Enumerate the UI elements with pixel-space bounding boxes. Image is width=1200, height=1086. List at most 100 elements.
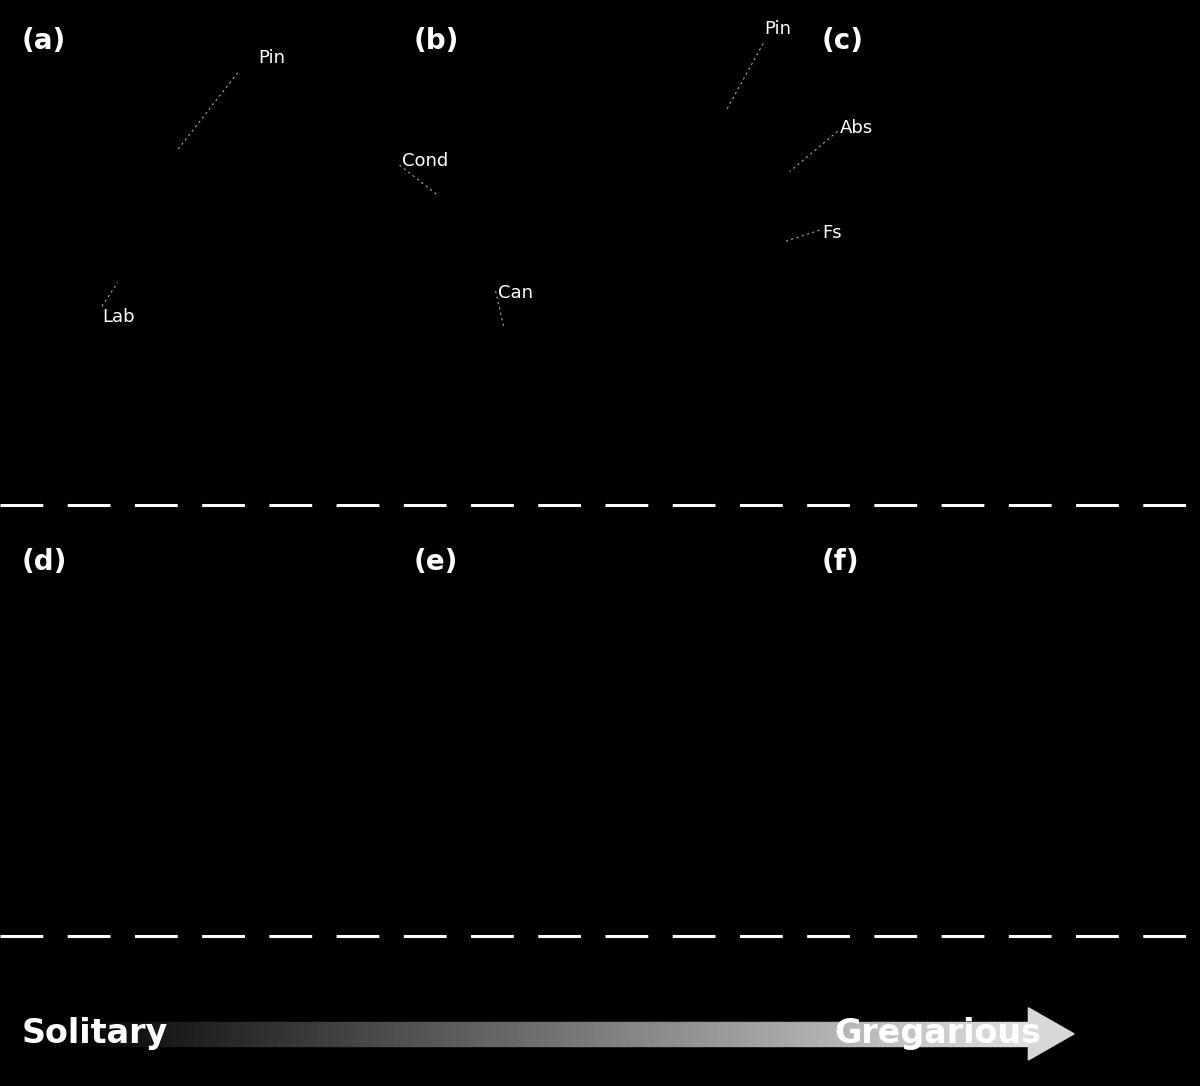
Bar bbox=[1014, 1022, 1019, 1046]
Bar bbox=[376, 1022, 382, 1046]
Bar bbox=[108, 1022, 113, 1046]
Bar bbox=[546, 1022, 552, 1046]
Text: (a): (a) bbox=[22, 27, 66, 55]
Bar bbox=[614, 1022, 619, 1046]
Bar bbox=[293, 1022, 298, 1046]
Bar bbox=[926, 1022, 931, 1046]
Text: Pin: Pin bbox=[764, 20, 792, 38]
Bar bbox=[331, 1022, 337, 1046]
Bar bbox=[449, 1022, 454, 1046]
Bar bbox=[575, 1022, 581, 1046]
Bar bbox=[936, 1022, 941, 1046]
Bar bbox=[482, 1022, 488, 1046]
Bar bbox=[922, 1022, 926, 1046]
Bar bbox=[756, 1022, 761, 1046]
Bar bbox=[137, 1022, 143, 1046]
Bar bbox=[770, 1022, 775, 1046]
Bar bbox=[322, 1022, 328, 1046]
Bar bbox=[473, 1022, 479, 1046]
Bar bbox=[434, 1022, 439, 1046]
Text: (c): (c) bbox=[822, 27, 864, 55]
Bar bbox=[746, 1022, 751, 1046]
Bar bbox=[366, 1022, 371, 1046]
Bar bbox=[224, 1022, 230, 1046]
Text: Solitary: Solitary bbox=[22, 1018, 168, 1050]
Bar bbox=[64, 1022, 70, 1046]
Bar bbox=[191, 1022, 196, 1046]
Bar bbox=[118, 1022, 122, 1046]
Bar bbox=[775, 1022, 780, 1046]
Bar bbox=[1024, 1022, 1030, 1046]
Bar bbox=[259, 1022, 264, 1046]
Bar bbox=[678, 1022, 683, 1046]
Text: Abs: Abs bbox=[840, 119, 874, 137]
Bar bbox=[931, 1022, 936, 1046]
Bar bbox=[662, 1022, 668, 1046]
Bar bbox=[950, 1022, 956, 1046]
Bar bbox=[288, 1022, 293, 1046]
Bar bbox=[132, 1022, 138, 1046]
Bar bbox=[668, 1022, 673, 1046]
Bar bbox=[371, 1022, 376, 1046]
Bar bbox=[823, 1022, 829, 1046]
Bar bbox=[487, 1022, 493, 1046]
Bar bbox=[517, 1022, 522, 1046]
Bar bbox=[78, 1022, 84, 1046]
Bar bbox=[385, 1022, 391, 1046]
Bar bbox=[565, 1022, 571, 1046]
Bar bbox=[142, 1022, 148, 1046]
Bar bbox=[205, 1022, 210, 1046]
Bar bbox=[818, 1022, 824, 1046]
Bar bbox=[692, 1022, 697, 1046]
Bar bbox=[917, 1022, 922, 1046]
Bar bbox=[88, 1022, 94, 1046]
Bar bbox=[896, 1022, 902, 1046]
Bar bbox=[638, 1022, 644, 1046]
Bar bbox=[877, 1022, 883, 1046]
Bar bbox=[809, 1022, 815, 1046]
Bar bbox=[624, 1022, 630, 1046]
Bar bbox=[127, 1022, 132, 1046]
Bar bbox=[990, 1022, 995, 1046]
Bar bbox=[839, 1022, 844, 1046]
Bar bbox=[113, 1022, 118, 1046]
Bar bbox=[414, 1022, 420, 1046]
Bar bbox=[619, 1022, 625, 1046]
Bar bbox=[648, 1022, 654, 1046]
Bar bbox=[463, 1022, 469, 1046]
Bar bbox=[794, 1022, 800, 1046]
Bar bbox=[512, 1022, 517, 1046]
Bar bbox=[790, 1022, 796, 1046]
Bar bbox=[560, 1022, 566, 1046]
Bar bbox=[814, 1022, 820, 1046]
Bar bbox=[248, 1022, 254, 1046]
Bar bbox=[196, 1022, 200, 1046]
Bar bbox=[844, 1022, 848, 1046]
Bar bbox=[244, 1022, 250, 1046]
Bar bbox=[220, 1022, 226, 1046]
Bar bbox=[347, 1022, 352, 1046]
Bar bbox=[716, 1022, 722, 1046]
Bar bbox=[766, 1022, 770, 1046]
Bar bbox=[59, 1022, 65, 1046]
Bar bbox=[984, 1022, 990, 1046]
Text: (b): (b) bbox=[414, 27, 460, 55]
Bar bbox=[307, 1022, 313, 1046]
Bar bbox=[161, 1022, 167, 1046]
Bar bbox=[186, 1022, 191, 1046]
Bar bbox=[444, 1022, 449, 1046]
Bar bbox=[458, 1022, 464, 1046]
Bar bbox=[404, 1022, 410, 1046]
Text: Can: Can bbox=[498, 285, 533, 302]
Text: Pin: Pin bbox=[258, 49, 286, 67]
Bar bbox=[68, 1022, 74, 1046]
Text: Fs: Fs bbox=[822, 225, 841, 242]
Bar bbox=[497, 1022, 503, 1046]
Bar bbox=[707, 1022, 713, 1046]
Bar bbox=[527, 1022, 532, 1046]
Bar bbox=[239, 1022, 245, 1046]
Bar bbox=[356, 1022, 361, 1046]
Bar bbox=[892, 1022, 898, 1046]
Bar bbox=[302, 1022, 308, 1046]
Bar bbox=[1019, 1022, 1024, 1046]
